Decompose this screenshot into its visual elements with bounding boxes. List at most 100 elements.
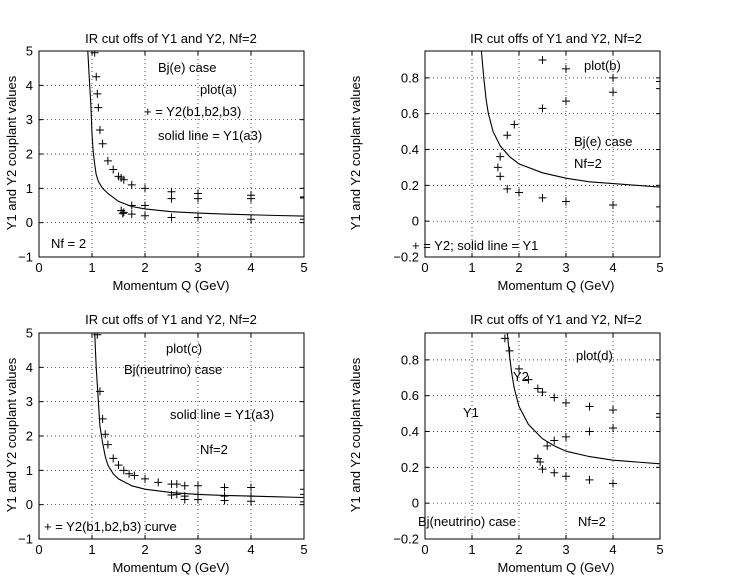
panel-a-y2-point xyxy=(141,211,149,220)
panel-b-y2-point xyxy=(538,193,547,202)
panel-a-xtick-label: 5 xyxy=(300,260,307,275)
panel-b-y2-point xyxy=(503,184,512,193)
panel-d-ylabel: Y1 and Y2 couplant values xyxy=(348,357,363,512)
panel-b-y2-point xyxy=(503,131,512,140)
panel-a-legend-y2: + = Y2(b1,b2,b3) xyxy=(144,104,241,119)
panel-c-y2-point xyxy=(98,414,107,423)
panel-c-ylabel: Y1 and Y2 couplant values xyxy=(4,357,19,512)
panel-b-xtick-label: 2 xyxy=(515,260,522,275)
panel-a-y2-point xyxy=(300,192,304,201)
panel-a-y2-point xyxy=(90,51,99,57)
panel-c-y2-point xyxy=(95,387,104,396)
panel-d-y2-point xyxy=(515,364,523,373)
panel-a-y2-point xyxy=(300,193,304,202)
panel-d-y1-label: Y1 xyxy=(463,405,479,420)
panel-b-nf-label: Nf=2 xyxy=(574,156,602,171)
panel-d-xtick-label: 5 xyxy=(656,542,663,557)
panel-c-ytick-label: −1 xyxy=(18,532,33,547)
panel-b-y2-point xyxy=(496,172,505,181)
panel-d-axes-frame xyxy=(424,332,661,540)
panel-d-y2-point xyxy=(562,472,570,481)
panel-b-y2-point xyxy=(656,84,660,93)
panel-a-xtick-label: 2 xyxy=(141,260,148,275)
panel-a-nf-label: Nf = 2 xyxy=(51,236,86,251)
panel-b-y2-point xyxy=(656,77,660,86)
panel-d-y2-point xyxy=(585,475,594,484)
panel-a-ytick-label: 5 xyxy=(26,44,33,59)
panel-c-y2-point xyxy=(247,497,255,506)
panel-a-ylabel: Y1 and Y2 couplant values xyxy=(4,75,19,230)
panel-a-y2-point xyxy=(141,201,149,210)
panel-d-nf-label: Nf=2 xyxy=(578,514,606,529)
panel-d-y2-point xyxy=(524,375,533,384)
panel-c-plot-label: plot(c) xyxy=(166,341,202,356)
panel-c-xtick-label: 3 xyxy=(194,542,201,557)
panel-d-ytick-label: 0.6 xyxy=(401,388,419,403)
panel-b-xtick-label: 3 xyxy=(562,260,569,275)
panel-d-xtick-label: 2 xyxy=(515,542,522,557)
panel-c-axes-frame xyxy=(38,332,305,540)
panel-d-y2-point xyxy=(656,409,660,418)
panel-a-ytick-label: 1 xyxy=(26,181,33,196)
panel-b-xtick-label: 4 xyxy=(609,260,616,275)
panel-d-y2-point xyxy=(533,384,542,393)
panel-d-y2-point xyxy=(562,398,570,407)
panel-c-y2-point xyxy=(194,495,202,504)
panel-b-plot-area: 0 1 2 3 4 5−0.200.20.40.60.8 xyxy=(393,50,664,275)
panel-a-y2-point xyxy=(194,213,202,222)
panel-d-plot-area: 0 1 2 3 4 5−0.200.20.40.60.8 xyxy=(393,332,664,557)
panel-a-y2-point xyxy=(118,209,127,218)
panel-b-y2-point xyxy=(510,120,519,129)
panel-b-y1-curve xyxy=(480,51,660,188)
panel-a-y2-point xyxy=(98,139,107,148)
panel-d-ytick-label: −0.2 xyxy=(393,532,419,547)
panel-c-xtick-label: 5 xyxy=(300,542,307,557)
panel-c-y2-point xyxy=(114,461,123,470)
panel-d-y2-point xyxy=(543,441,552,450)
panel-d-y2-point xyxy=(585,402,594,411)
panel-d-y2-point xyxy=(656,413,660,422)
panel-c-y2-point xyxy=(220,496,229,505)
panel-c-ytick-label: 3 xyxy=(26,394,33,409)
panel-c-y2-point xyxy=(167,491,176,500)
panel-b-plot-label: plot(b) xyxy=(584,58,621,73)
panel-d-xlabel: Momentum Q (GeV) xyxy=(497,560,614,575)
panel-a-xlabel: Momentum Q (GeV) xyxy=(112,278,229,293)
panel-a-legend-y1: solid line = Y1(a3) xyxy=(158,128,262,143)
panel-a-xtick-label: 4 xyxy=(247,260,254,275)
panel-d-ytick-label: 0.8 xyxy=(401,352,419,367)
panel-b-y2-point xyxy=(538,55,547,64)
panel-a-y2-point xyxy=(109,165,118,174)
panel-c-ytick-label: 0 xyxy=(26,497,33,512)
panel-b-ytick-label: 0.4 xyxy=(401,142,419,157)
panel-c-y1-curve xyxy=(94,333,304,499)
panel-a-y2-point xyxy=(93,89,102,98)
panel-a-y2-point xyxy=(167,194,176,203)
panel-b-xtick-label: 0 xyxy=(421,260,428,275)
panel-d-xtick-label: 3 xyxy=(562,542,569,557)
panel-b-y2-point xyxy=(609,88,617,97)
panel-a-y2-point xyxy=(95,125,104,134)
panel-d-title: IR cut offs of Y1 and Y2, Nf=2 xyxy=(470,312,642,327)
panel-c-ytick-label: 2 xyxy=(26,429,33,444)
panel-a-y2-point xyxy=(167,213,176,222)
panel-a-y2-point xyxy=(300,215,304,224)
panel-a-y2-point xyxy=(167,187,176,196)
panel-d-y2-point xyxy=(562,432,570,441)
panel-a-y2-point xyxy=(127,201,136,210)
panel-d-case-label: Bj(neutrino) case xyxy=(418,514,516,529)
panel-c-y2-point xyxy=(101,430,110,439)
panel-d-y2-point xyxy=(550,468,559,477)
panel-c-y2-point xyxy=(180,481,189,490)
panel-a-axes-frame xyxy=(38,50,305,258)
panel-d-y1-curve xyxy=(506,333,660,465)
panel-b-y2-point xyxy=(609,201,617,210)
panel-c-y2-point xyxy=(154,478,163,487)
panel-b-ytick-label: 0.6 xyxy=(401,106,419,121)
panel-d: IR cut offs of Y1 and Y2, Nf=2 Momentum … xyxy=(348,312,664,575)
panel-c-y2-point xyxy=(300,485,304,494)
panel-c-data xyxy=(93,333,304,506)
panel-c-y2-point xyxy=(172,490,181,499)
